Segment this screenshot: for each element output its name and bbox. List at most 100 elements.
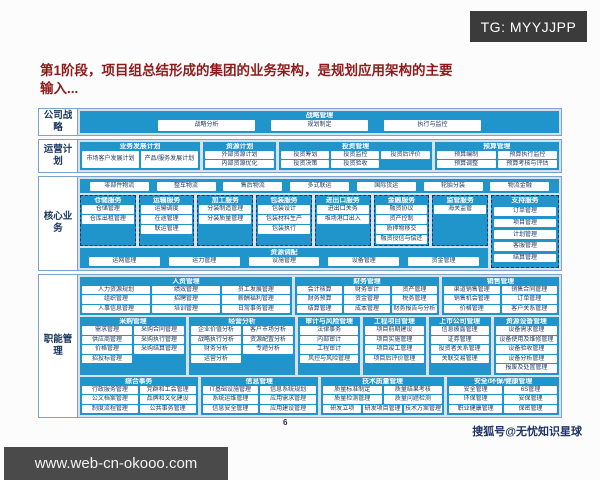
core-middle: 仓储服务 仓储管理 仓库出租管理 运输服务 运输调度 在途管理 联运管理 加工服务 分装制造管理… <box>80 195 559 268</box>
arch-box: 关联交易管理 <box>430 354 489 363</box>
arch-box: 包装材料生产 <box>258 215 310 224</box>
group-title: 采购管理 <box>119 318 147 325</box>
arch-box: 运输调度 <box>140 205 193 214</box>
arch-box: 投资验收 <box>331 160 380 168</box>
group-title: 审计与风险管理 <box>305 318 353 325</box>
arch-box: 人力资源规划 <box>82 285 150 294</box>
group-row: 分装质量管理 <box>199 215 252 224</box>
group-rows: 设备需求管理 设备使用及维修管理 设备验收管理 设备分析管理 报废及处置管理 <box>495 326 557 373</box>
group-rows: 运网管理 运力管理 设施管理 设备管理 资金管理 <box>82 256 486 266</box>
arch-box: 订单管理 <box>501 295 558 304</box>
arch-box: 系统运维管理 <box>202 395 259 404</box>
arch-group: 预算管理 预算编制 预算执行监控 预算调整 预算考核与评估 <box>434 142 559 170</box>
row-label-operation-plan: 运营计划 <box>39 140 78 172</box>
group-row: 外部资源计划 <box>204 151 275 159</box>
functional-body: 人资管理 人力资源规划 绩效管理 员工发展管理 组织管理 招聘管理 薪酬福利管理 人事信息管理… <box>80 276 559 415</box>
group-row: 运网管理 运力管理 设施管理 设备管理 资金管理 <box>82 256 486 266</box>
group-title: 人资管理 <box>172 277 200 285</box>
group-title: 运输服务 <box>152 197 181 204</box>
group-title: 资源计划 <box>225 143 254 150</box>
group-row: 市场客户发展计划 产品/服务发展计划 <box>82 151 198 168</box>
arch-group: 工程项目管理 项目前期建设 项目实施管理 项目竣工管理 项目后评价管理 <box>363 317 426 375</box>
group-title: 销售管理 <box>486 277 515 285</box>
group-rows: 战略分析 规划制定 执行与监控 <box>82 120 557 131</box>
arch-box: 销售合同管理 <box>501 285 558 294</box>
arch-group: 资源调配 运网管理 运力管理 设施管理 设备管理 资金管理 <box>80 247 488 268</box>
core-left: 仓储服务 仓储管理 仓库出租管理 运输服务 运输调度 在途管理 联运管理 加工服务 分装制造管理… <box>80 195 489 268</box>
group-row: 包装执行 <box>258 225 310 234</box>
arch-box: 会计核算 <box>296 285 343 294</box>
group-title: 经营分析 <box>228 318 256 325</box>
arch-box: 企业价值分析 <box>190 326 241 335</box>
page-title: 第1阶段，项目组总结形成的集团的业务架构，是规划应用架构的主要 输入... <box>40 62 548 98</box>
arch-group: 信息管理 IT基础设施管理 信息系统规划 系统运维管理 应用需求管理 信息安全管理 应用建设… <box>200 376 318 415</box>
arch-group: 战略管理 战略分析 规划制定 执行与监控 <box>80 111 559 133</box>
arch-box: 税务管理 <box>391 295 438 304</box>
arch-box: 人事信息管理 <box>82 304 150 313</box>
group-rows: 法律事务 内部审计 工程审计 风控与风险管理 <box>299 326 359 373</box>
group-row: 制度流程管理 公共事务管理 <box>82 404 196 413</box>
arch-group: 资源计划 外部资源计划 内部资源优化 <box>202 142 277 170</box>
arch-box: 整车物流 <box>156 181 216 191</box>
arch-box: 项目后评价管理 <box>365 354 424 363</box>
group-row: 结算管理 成本管理 财务报告与分析 <box>296 304 438 313</box>
arch-box: 安全管理 <box>449 385 503 394</box>
group-row: 财务预算 资金管理 税务管理 <box>296 295 438 304</box>
group-row: 在途管理 <box>140 215 193 224</box>
arch-box: 公共事务管理 <box>139 404 196 413</box>
core-strip: 零部件物流 整车物流 售后物流 多式联运 国际货运 轮胎分装 物流金融 <box>80 179 559 193</box>
arch-box: 质押物移交 <box>375 225 428 234</box>
arch-box: 预算调整 <box>436 160 496 168</box>
arch-box: 安保管理 <box>504 395 558 404</box>
arch-box: 绩效管理 <box>151 285 220 294</box>
arch-box: 报废及处置管理 <box>495 364 557 373</box>
group-rows: 订单管理 项目管理 计划管理 客服管理 结算管理 <box>494 205 556 265</box>
group-rows: 需求管理 采购合同管理 供应商管理 采购执行管理 价格管理 采购结算管理 招投标管理 <box>82 326 184 373</box>
arch-box: 资产管理 <box>391 285 438 294</box>
arch-box: 信息系统规划 <box>260 385 316 394</box>
arch-group: 运输服务 运输调度 在途管理 联运管理 <box>138 195 195 246</box>
group-rows: 包装设计 包装材料生产 包装执行 <box>258 205 310 244</box>
arch-box: 规划制定 <box>271 120 368 131</box>
arch-box: 采购结算管理 <box>134 345 184 354</box>
arch-box: 预算编制 <box>436 151 496 159</box>
group-row: 订单管理 <box>494 207 556 216</box>
group-row: 财务分析 专题分析 <box>190 345 293 354</box>
group-title: 战略管理 <box>305 112 334 119</box>
arch-box: 研发项目管理 <box>363 404 402 413</box>
arch-box: 市场客户发展计划 <box>82 151 139 168</box>
arch-box: 项目实施管理 <box>365 335 424 344</box>
group-row: 设备需求管理 <box>495 326 557 335</box>
arch-box: 研发立项 <box>323 404 362 413</box>
group-rows: 预算编制 预算执行监控 预算调整 预算考核与评估 <box>436 151 558 168</box>
arch-box: 分装制造管理 <box>199 205 252 214</box>
arch-box: 信息安全管理 <box>202 404 259 413</box>
functional-band-2: 采购管理 需求管理 采购合同管理 供应商管理 采购执行管理 价格管理 采购结算管理 招投标管理… <box>80 317 559 375</box>
group-row: 系统运维管理 应用需求管理 <box>202 395 316 404</box>
group-row: 战略分析 规划制定 执行与监控 <box>82 120 557 131</box>
arch-box: 价格管理 <box>444 304 500 313</box>
arch-box: 预算考核与评估 <box>497 160 558 168</box>
group-row: 运输调度 <box>140 205 193 214</box>
group-row: 项目竣工管理 <box>365 345 424 354</box>
row-label-core-business: 核心业务 <box>39 177 78 270</box>
group-title: 上市公司管理 <box>439 318 481 325</box>
group-row: 职业健康管理 保密管理 <box>449 404 558 413</box>
arch-box: 战略分析 <box>158 120 255 131</box>
group-row: 客服管理 <box>494 242 556 251</box>
arch-group: 采购管理 需求管理 采购合同管理 供应商管理 采购执行管理 价格管理 采购结算管理 招投标管理 <box>80 317 186 375</box>
arch-box: 渠道销售管理 <box>444 285 500 294</box>
functional-band-1: 人资管理 人力资源规划 绩效管理 员工发展管理 组织管理 招聘管理 薪酬福利管理 人事信息管理… <box>80 276 559 315</box>
arch-box: 分装质量管理 <box>199 215 252 224</box>
row-content: 业务发展计划 市场客户发展计划 产品/服务发展计划 资源计划 外部资源计划 内部资源优化投… <box>78 140 561 172</box>
arch-group: 审计与风险管理 法律事务 内部审计 工程审计 风控与风险管理 <box>297 317 361 375</box>
arch-box: 多式联运 <box>290 181 349 191</box>
arch-box: 预算执行监控 <box>497 151 558 159</box>
group-rows: 渠道销售管理 销售合同管理 销售机会管理 订单管理 价格管理 客户关系管理 <box>444 285 558 313</box>
arch-box: 结算管理 <box>494 253 556 263</box>
arch-box: 制度流程管理 <box>82 404 138 413</box>
arch-box: 堆场港口出入 <box>316 215 369 224</box>
group-row: 设备分析管理 <box>495 354 557 363</box>
arch-box: 零部件物流 <box>89 181 149 191</box>
